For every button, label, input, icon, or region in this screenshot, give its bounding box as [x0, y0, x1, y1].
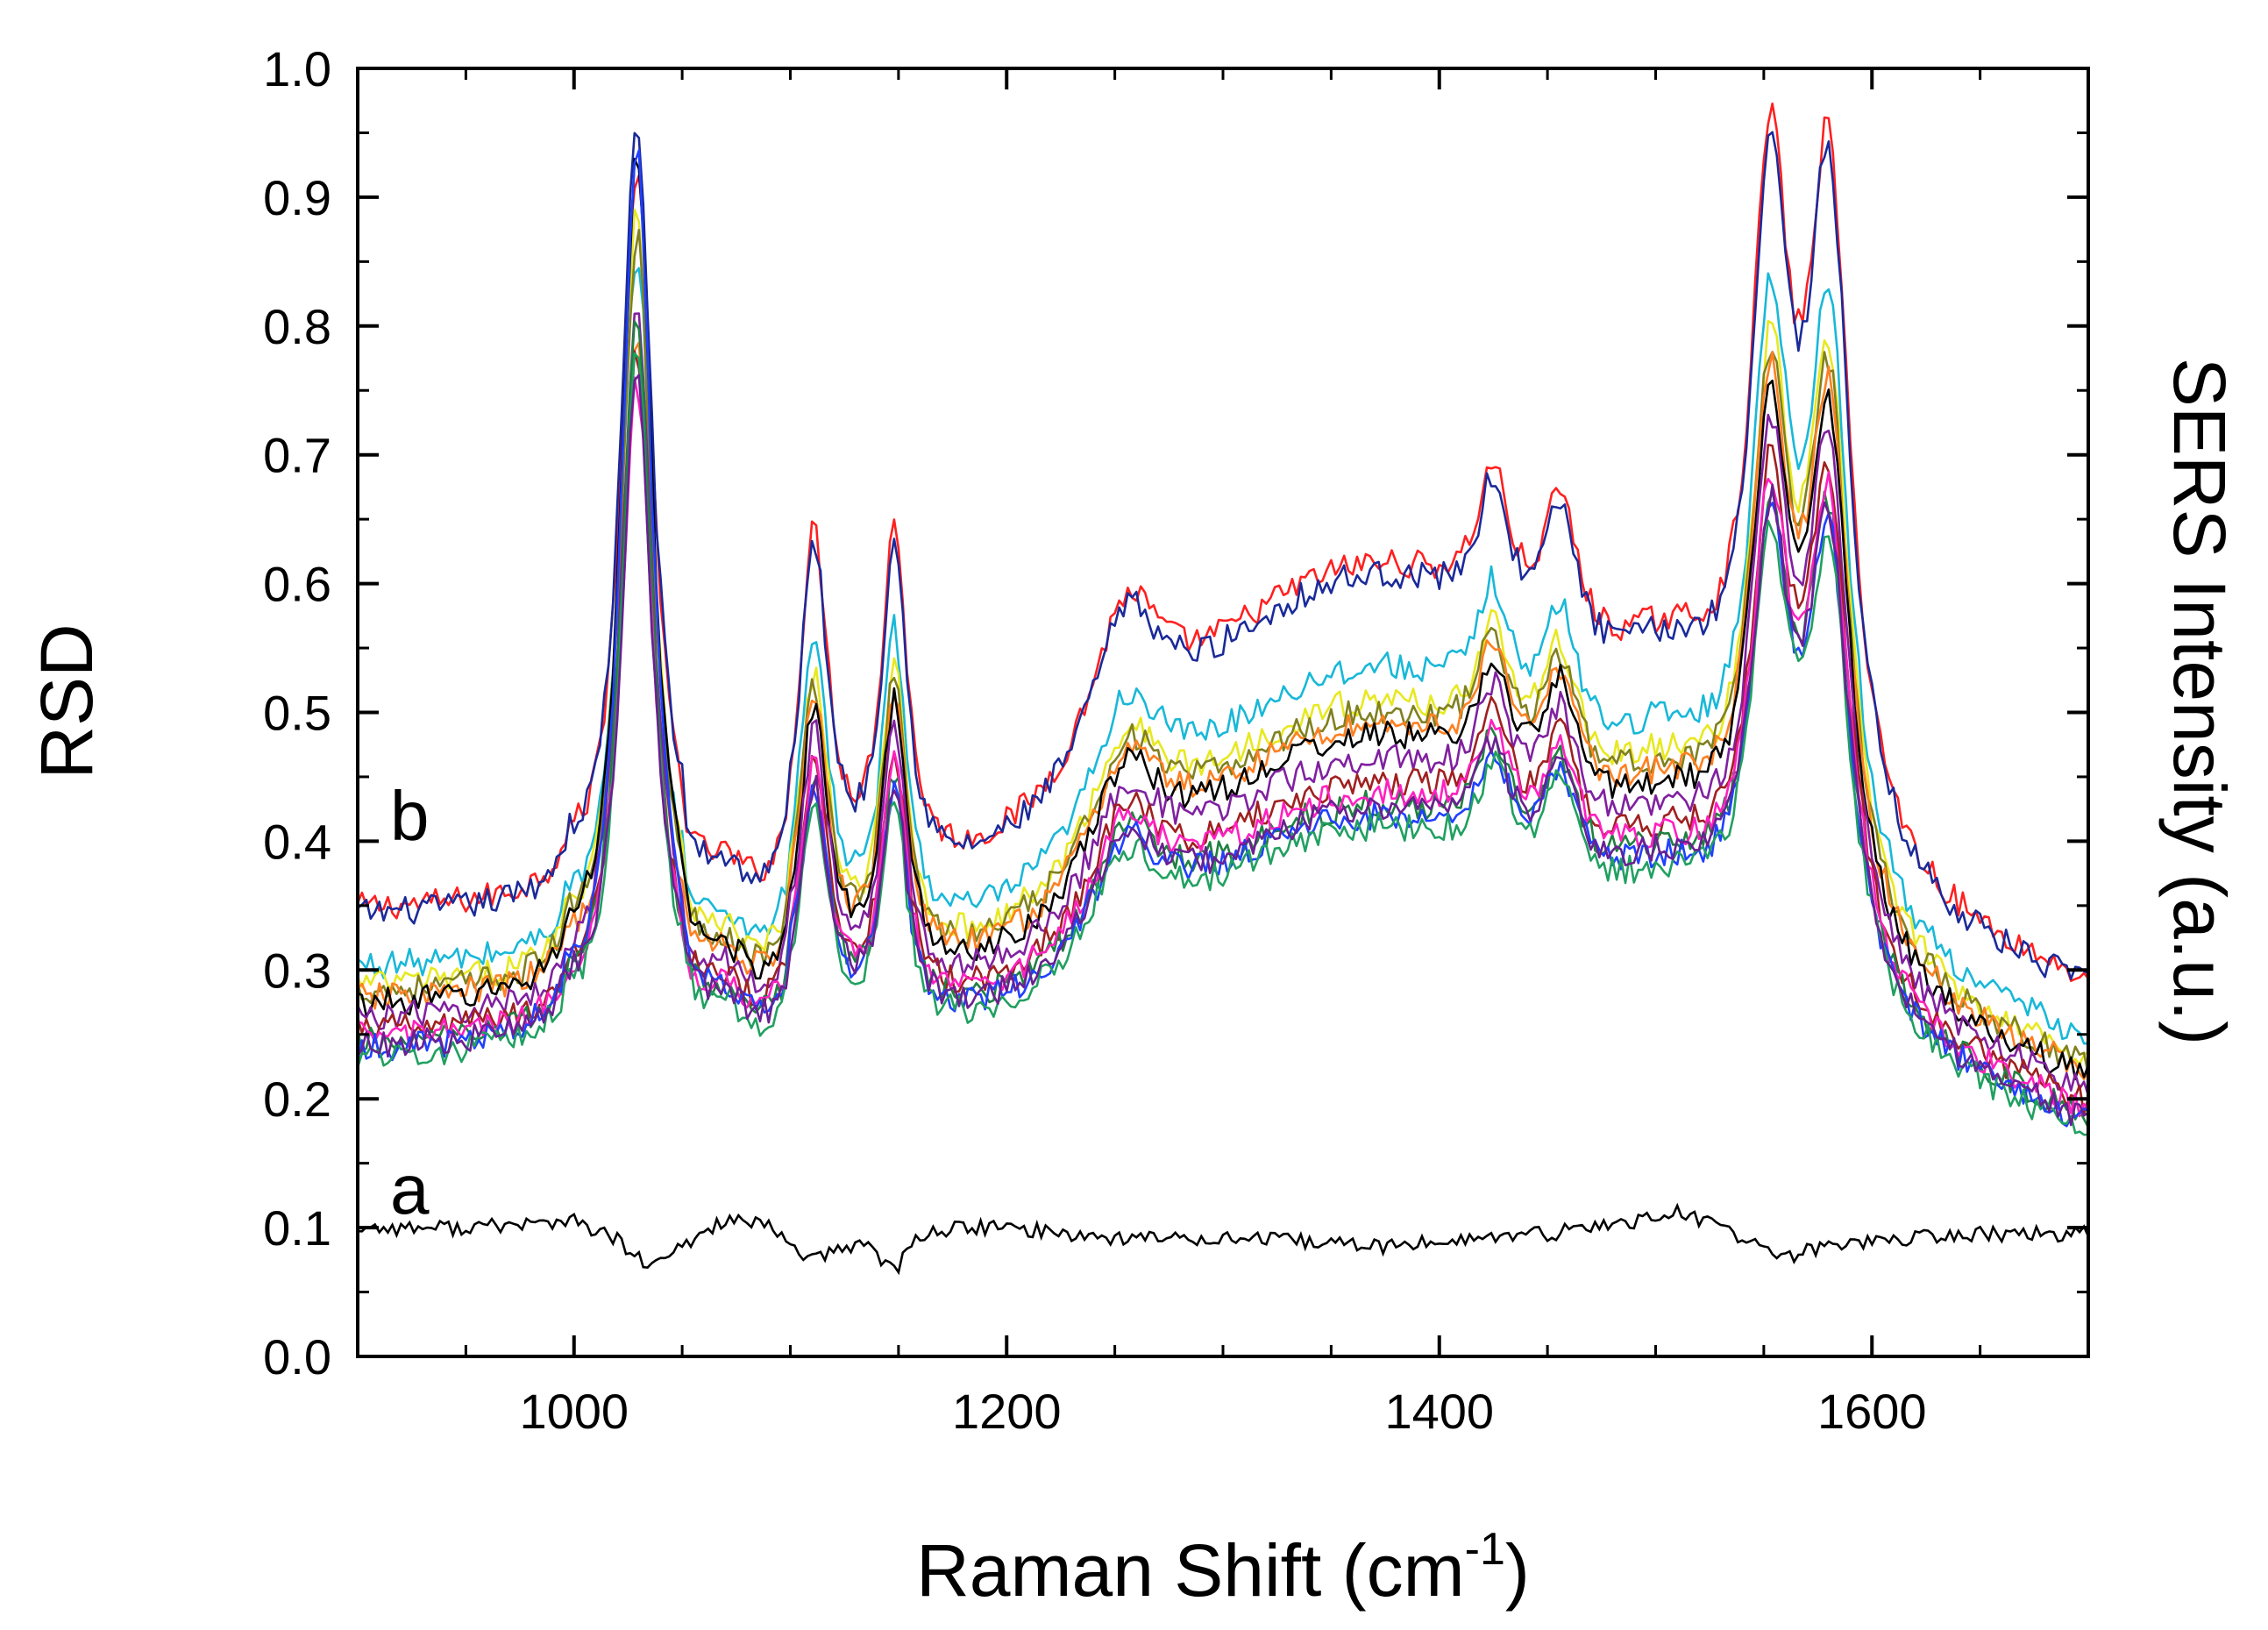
x-axis-label-main: Raman Shift (cm — [916, 1529, 1465, 1612]
x-tick-label: 1200 — [952, 1384, 1062, 1439]
right-axis-label: SERS Intensity (a.u.) — [2158, 358, 2241, 1045]
y-tick-label: 0.8 — [263, 299, 331, 354]
sers-series-line — [357, 131, 2089, 980]
curve-label-b: b — [390, 777, 430, 855]
sers-series-line — [356, 374, 2089, 1127]
y-tick-label: 0.9 — [263, 170, 331, 225]
x-axis-label-tail: ) — [1505, 1529, 1530, 1612]
series-layer — [356, 102, 2090, 1276]
y-tick-label: 1.0 — [263, 41, 331, 96]
x-tick-label: 1000 — [519, 1384, 629, 1439]
y-tick-label: 0.0 — [263, 1329, 331, 1384]
y-tick-label: 0.5 — [263, 686, 331, 741]
y-tick-label: 0.1 — [263, 1200, 331, 1256]
curve-label-a: a — [390, 1150, 430, 1228]
x-axis-label: Raman Shift (cm-1) — [916, 1524, 1530, 1612]
y-tick-label: 0.3 — [263, 943, 331, 998]
y-tick-label: 0.4 — [263, 814, 331, 869]
y-axis-label: RSD — [25, 623, 108, 779]
rsd-series-line — [357, 1202, 2090, 1276]
y-tick-label: 0.2 — [263, 1071, 331, 1127]
sers-series-line — [356, 149, 2089, 1128]
x-tick-label: 1600 — [1817, 1384, 1927, 1439]
sers-series-line — [356, 229, 2090, 1076]
x-tick-label: 1400 — [1384, 1384, 1494, 1439]
x-axis-label-superscript: -1 — [1465, 1524, 1505, 1575]
y-tick-label: 0.7 — [263, 428, 331, 483]
axes-layer: 0.0 0.1 0.2 0.3 0.4 0.5 0.6 0.7 0.8 0.9 1.0 1000 120… — [263, 41, 2090, 1439]
y-tick-label: 0.6 — [263, 557, 331, 612]
